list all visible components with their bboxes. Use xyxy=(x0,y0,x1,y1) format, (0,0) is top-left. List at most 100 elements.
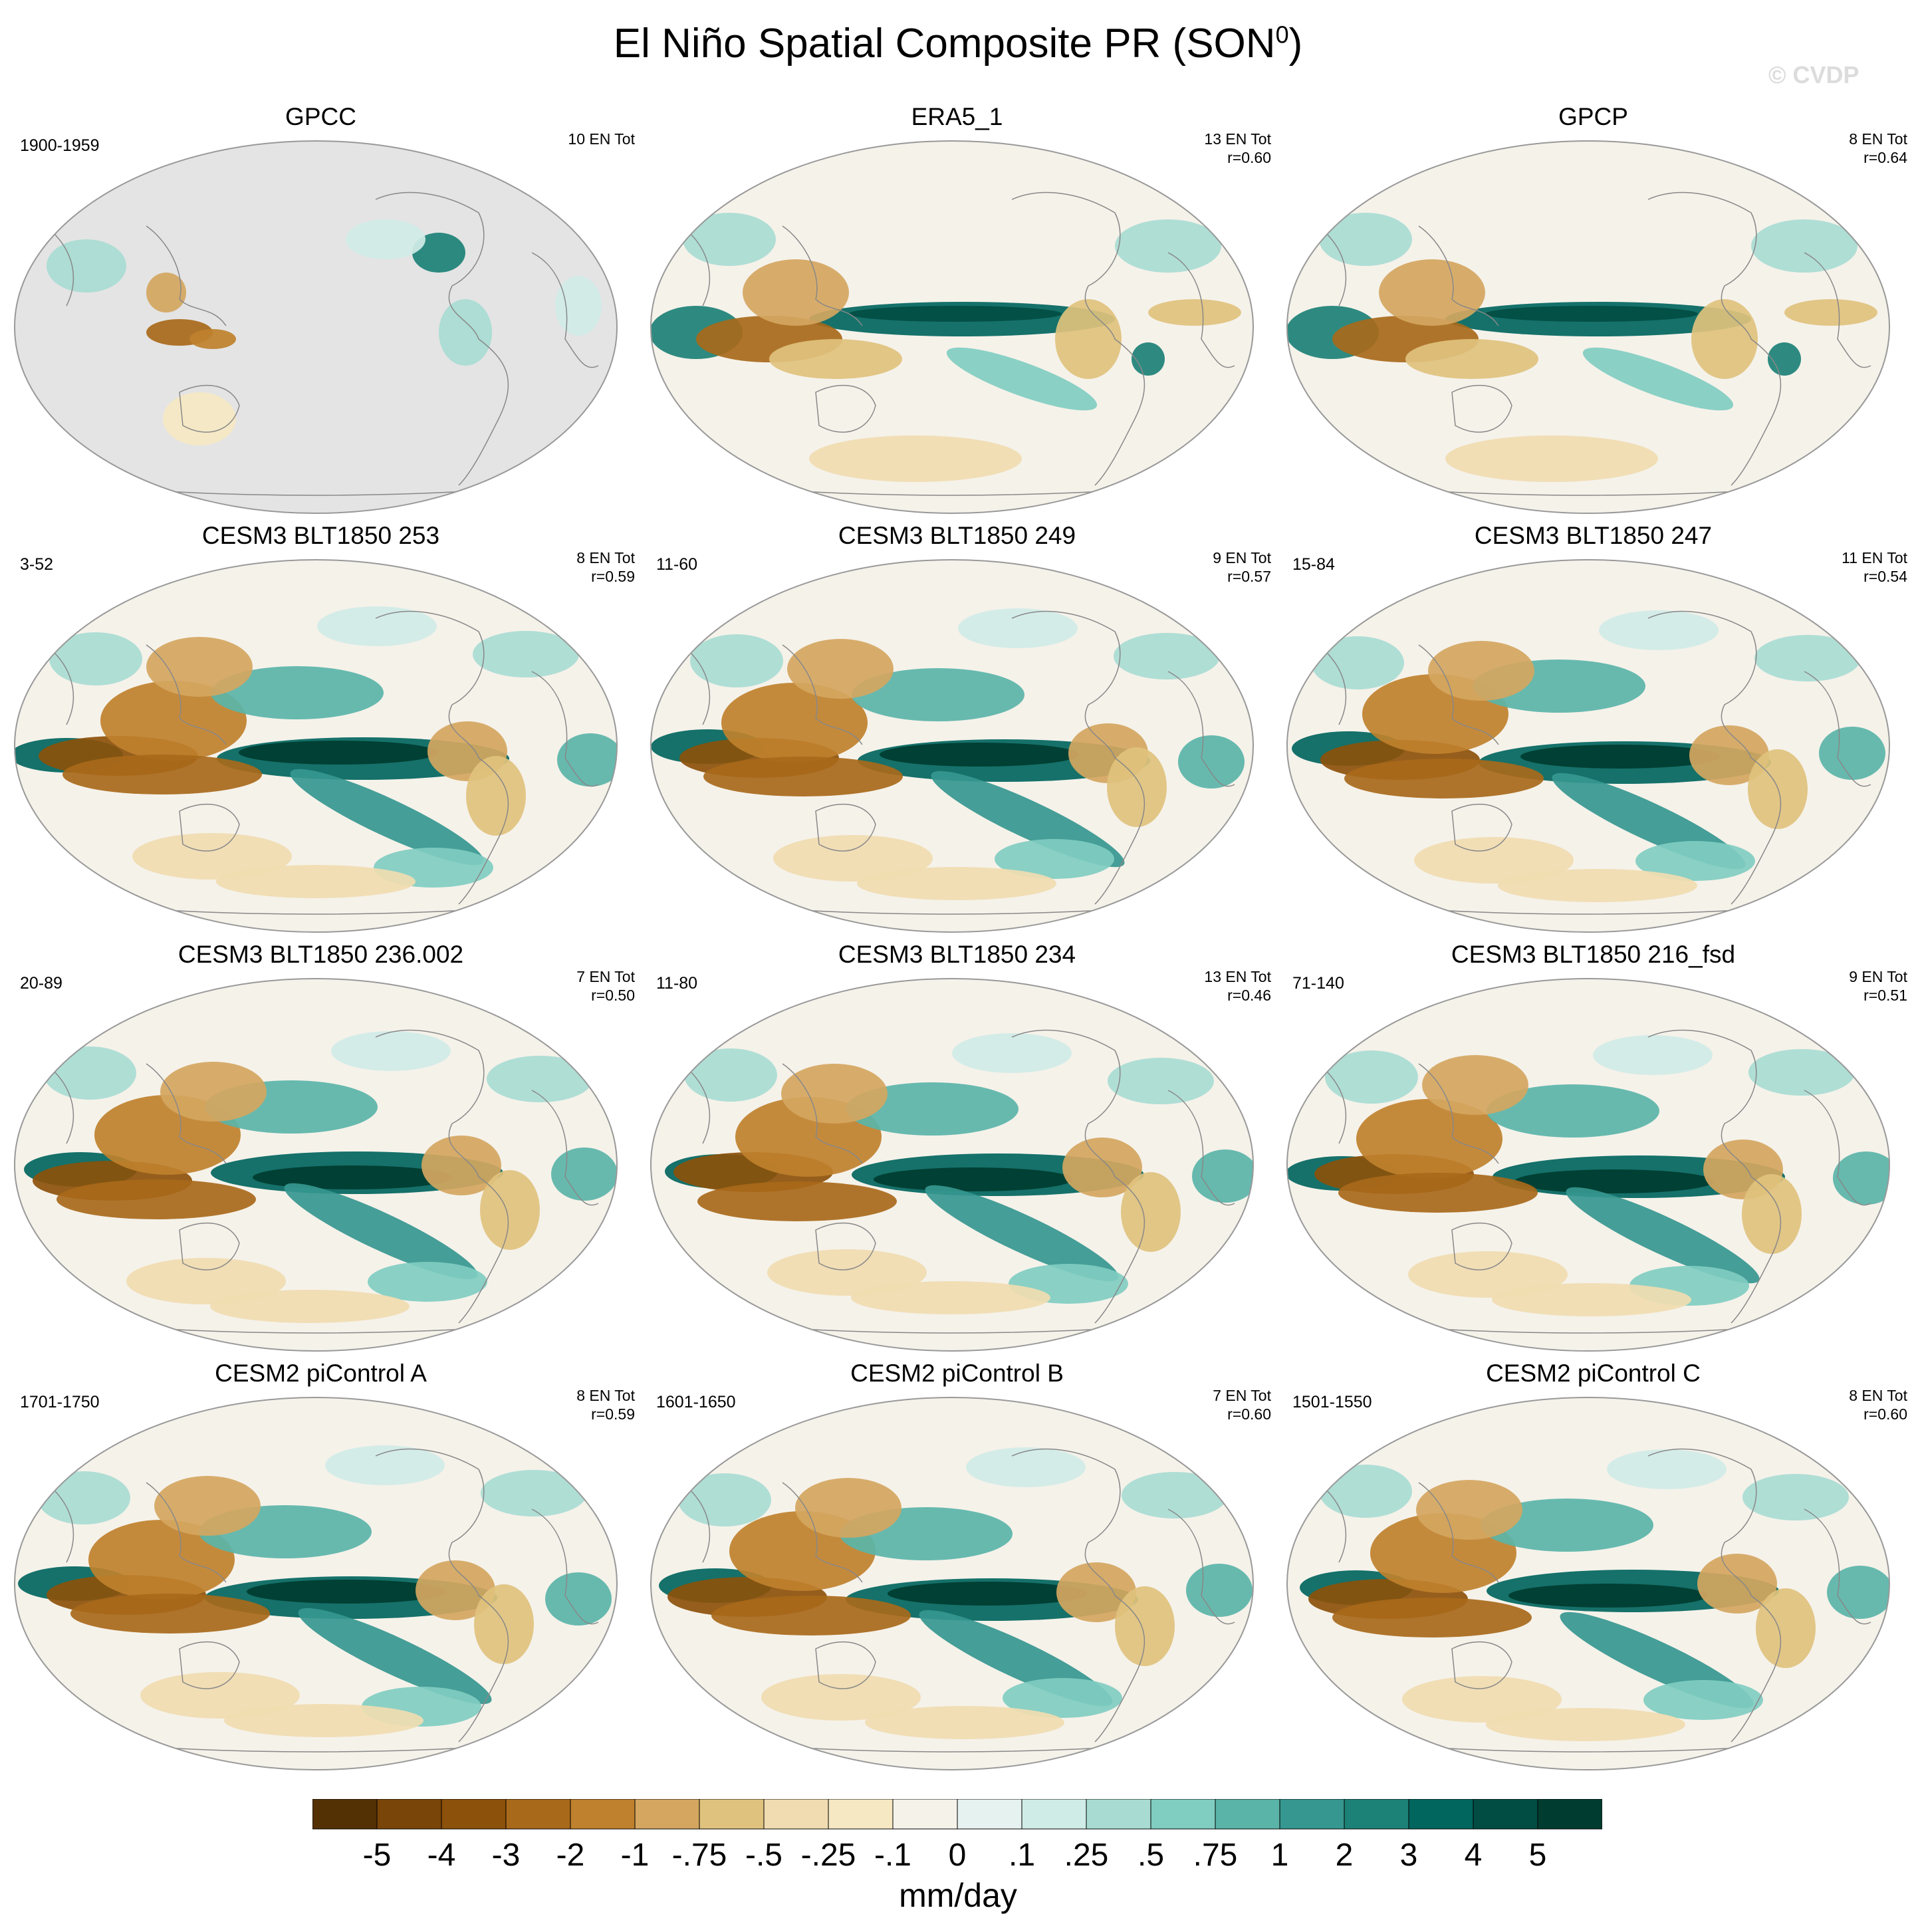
map-panel: GPCP 8 EN Tot r=0.64 xyxy=(1279,103,1907,515)
coastline xyxy=(53,232,74,306)
precip-anomaly-region xyxy=(160,1062,267,1122)
precip-anomaly-region xyxy=(239,741,438,765)
precip-anomaly-region xyxy=(769,339,902,379)
colorbar-box xyxy=(1086,1799,1151,1830)
precip-anomaly-region xyxy=(62,755,262,794)
precip-anomaly-region xyxy=(1311,636,1404,689)
colorbar-tick-label: .75 xyxy=(1193,1838,1238,1872)
map-panel: CESM3 BLT1850 249 11-60 9 EN Tot r=0.57 xyxy=(643,522,1271,934)
precip-anomaly-region xyxy=(857,867,1056,900)
precip-anomaly-region xyxy=(678,1473,771,1526)
colorbar-tick-label: .1 xyxy=(1009,1838,1035,1872)
precip-anomaly-region xyxy=(851,1281,1050,1314)
map-ellipse xyxy=(14,140,618,514)
coastline xyxy=(1167,1509,1235,1625)
precip-anomaly-region xyxy=(146,273,186,312)
panel-en-count: 10 EN Tot xyxy=(568,130,635,148)
colorbar-box xyxy=(376,1799,442,1830)
precip-anomaly-region xyxy=(1742,1174,1802,1254)
panel-title: CESM3 BLT1850 216_fsd xyxy=(1451,941,1736,968)
map-ellipse xyxy=(650,559,1254,933)
precip-anomaly-region xyxy=(795,1478,901,1538)
colorbar-tick-label: -2 xyxy=(556,1838,585,1872)
panel-title: CESM3 BLT1850 236.002 xyxy=(178,941,464,968)
panel-title: CESM2 piControl B xyxy=(850,1360,1064,1387)
coastline xyxy=(1804,1090,1871,1206)
precip-anomaly-region xyxy=(421,1136,501,1195)
precip-anomaly-region xyxy=(210,1290,410,1323)
precip-anomaly-region xyxy=(37,1471,130,1524)
coastline xyxy=(1804,1509,1871,1625)
map-border xyxy=(650,140,1254,514)
precip-anomaly-region xyxy=(809,435,1022,482)
precip-anomaly-region xyxy=(1487,1084,1659,1138)
precip-anomaly-region xyxy=(925,1185,1119,1282)
colorbar-tick-label: -3 xyxy=(492,1838,521,1872)
coastline xyxy=(531,252,599,368)
precip-anomaly-region xyxy=(189,329,236,349)
panel-correlation: r=0.54 xyxy=(1863,568,1907,585)
panel-en-count: 9 EN Tot r=0.51 xyxy=(1849,968,1907,1004)
map-panel: ERA5_1 13 EN Tot r=0.60 xyxy=(643,103,1271,515)
colorbar-box xyxy=(892,1799,958,1830)
precip-anomaly-region xyxy=(325,1445,445,1485)
map-ellipse xyxy=(650,978,1254,1352)
coastline xyxy=(531,1509,599,1625)
precip-anomaly-region xyxy=(466,756,526,836)
precip-anomaly-region xyxy=(1319,213,1412,266)
precip-anomaly-region xyxy=(1607,1449,1727,1489)
panel-years: 1601-1650 xyxy=(656,1393,736,1411)
coastline xyxy=(1325,1070,1347,1144)
map-border xyxy=(14,1397,618,1770)
coastline xyxy=(782,644,863,745)
colorbar-box xyxy=(699,1799,765,1830)
precip-anomaly-region xyxy=(1635,841,1755,881)
colorbar-tick-label: 1 xyxy=(1271,1838,1289,1872)
precip-anomaly-region xyxy=(1186,1564,1253,1617)
precip-anomaly-region xyxy=(1566,1187,1760,1284)
precip-anomaly-region xyxy=(126,1258,286,1304)
panel-en-count: 11 EN Tot r=0.54 xyxy=(1842,549,1907,585)
precip-anomaly-region xyxy=(1056,1562,1136,1622)
coastline xyxy=(146,644,227,745)
coastline xyxy=(1647,1448,1782,1743)
precip-anomaly-region xyxy=(1768,342,1801,376)
precip-anomaly-region xyxy=(88,1520,235,1600)
coastline xyxy=(1011,1448,1145,1743)
coastline xyxy=(179,384,240,433)
precip-anomaly-region xyxy=(1486,1708,1685,1741)
precip-anomaly-region xyxy=(480,1170,540,1250)
coastline xyxy=(782,225,863,326)
precip-anomaly-region xyxy=(683,213,776,266)
map-panel: CESM2 piControl A 1701-1750 8 EN Tot r=0.59 xyxy=(7,1360,635,1772)
precip-anomaly-region xyxy=(846,1082,1018,1136)
precip-anomaly-region xyxy=(1344,759,1544,798)
colorbar-box xyxy=(1473,1799,1538,1830)
coastline xyxy=(782,1482,863,1583)
coastline xyxy=(1418,1063,1499,1164)
coastline xyxy=(53,1489,74,1563)
coastline xyxy=(1418,1482,1499,1583)
colorbar-box xyxy=(441,1799,507,1830)
coastline xyxy=(1325,651,1347,725)
coastline xyxy=(375,1029,509,1324)
panel-title: CESM3 BLT1850 247 xyxy=(1474,522,1713,549)
precip-anomaly-region xyxy=(1520,745,1720,769)
panel-years: 1701-1750 xyxy=(20,1393,100,1411)
panel-title: GPCC xyxy=(285,103,356,130)
coastline xyxy=(1647,1029,1782,1324)
colorbar-box xyxy=(1408,1799,1474,1830)
precip-anomaly-region xyxy=(439,299,492,366)
panel-correlation: r=0.64 xyxy=(1863,149,1907,166)
map-ellipse xyxy=(14,978,618,1352)
coastline xyxy=(815,1641,876,1689)
panel-en-count: 13 EN Tot r=0.60 xyxy=(1204,130,1271,166)
coastline xyxy=(179,803,240,852)
panel-years: 15-84 xyxy=(1292,555,1335,574)
coastline xyxy=(146,1063,227,1164)
precip-anomaly-region xyxy=(1178,735,1245,788)
coastline xyxy=(1011,191,1145,486)
coastline xyxy=(1451,803,1512,852)
precip-anomaly-region xyxy=(1819,727,1885,780)
panel-title: CESM3 BLT1850 234 xyxy=(838,941,1076,968)
